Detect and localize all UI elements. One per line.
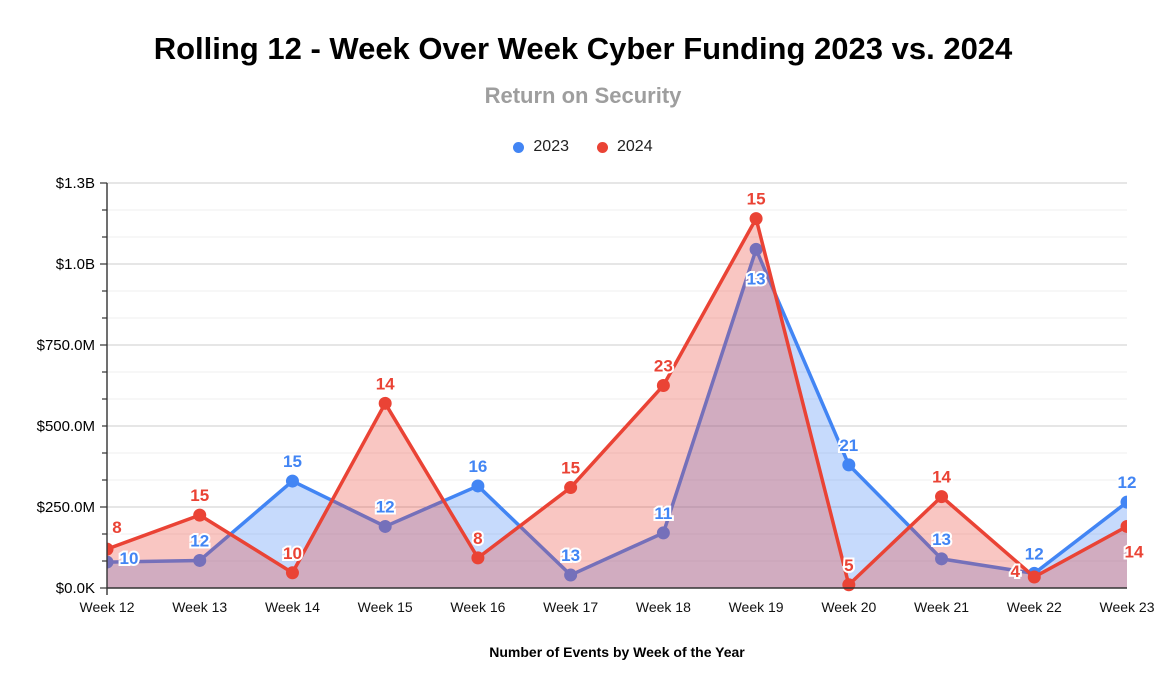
x-tick-label-week-21: Week 21 — [914, 599, 969, 615]
point-label-2024-week-21: 14 — [932, 468, 951, 487]
point-label-2024-week-20: 5 — [844, 556, 853, 575]
point-label-2023-week-17: 13 — [561, 546, 580, 565]
y-tick-label: $1.0B — [56, 256, 95, 273]
y-tick-label: $750.0M — [37, 337, 95, 354]
data-point-2024-week-13[interactable] — [193, 508, 207, 522]
x-axis-title: Number of Events by Week of the Year — [489, 644, 745, 660]
x-tick-label-week-13: Week 13 — [172, 599, 227, 615]
data-point-2024-week-18[interactable] — [656, 379, 670, 392]
legend-label-2023: 2023 — [533, 138, 569, 155]
x-tick-label-week-19: Week 19 — [729, 599, 784, 615]
data-point-2023-week-21[interactable] — [935, 552, 949, 566]
data-point-2024-week-14[interactable] — [285, 566, 299, 580]
point-label-2023-week-21: 13 — [932, 530, 951, 549]
data-point-2023-week-23[interactable] — [1120, 495, 1134, 509]
y-tick-label: $250.0M — [37, 499, 95, 516]
chart-title: Rolling 12 - Week Over Week Cyber Fundin… — [153, 31, 1013, 66]
x-tick-label-week-15: Week 15 — [358, 599, 413, 615]
x-tick-label-week-14: Week 14 — [265, 599, 320, 615]
point-label-2024-week-13: 15 — [190, 486, 209, 505]
y-tick-label: $500.0M — [37, 418, 95, 435]
legend-item-2023[interactable]: 2023 — [513, 138, 569, 156]
data-point-2023-week-16[interactable] — [471, 479, 485, 493]
x-tick-label-week-16: Week 16 — [450, 599, 505, 615]
data-point-2023-week-12[interactable] — [101, 555, 114, 569]
point-label-2024-week-19: 15 — [747, 190, 766, 209]
data-point-2023-week-13[interactable] — [193, 553, 207, 567]
legend-dot-2024-icon — [597, 141, 608, 153]
x-tick-label-week-20: Week 20 — [821, 599, 876, 615]
data-point-2023-week-14[interactable] — [285, 474, 299, 488]
point-label-2024-week-15: 14 — [376, 374, 395, 393]
x-tick-label-week-12: Week 12 — [80, 599, 135, 615]
point-label-2023-week-18: 11 — [654, 504, 672, 523]
data-point-2024-week-19[interactable] — [749, 212, 763, 226]
legend: 2023 2024 — [0, 136, 1166, 158]
legend-dot-2023-icon — [513, 141, 525, 153]
chart-subtitle: Return on Security — [484, 83, 682, 108]
legend-item-2024[interactable]: 2024 — [597, 138, 653, 156]
point-label-2023-week-14: 15 — [283, 452, 302, 471]
point-label-2024-week-22: 4 — [1011, 562, 1021, 581]
data-point-2024-week-12[interactable] — [101, 542, 114, 556]
legend-label-2024: 2024 — [617, 138, 653, 155]
point-label-2024-week-14: 10 — [283, 544, 302, 563]
data-point-2024-week-22[interactable] — [1027, 570, 1041, 584]
point-label-2023-week-16: 16 — [468, 457, 487, 476]
point-label-2023-week-19: 13 — [747, 269, 766, 288]
data-point-2024-week-15[interactable] — [378, 396, 392, 410]
data-point-2023-week-20[interactable] — [842, 458, 856, 472]
point-label-2024-week-18: 23 — [654, 357, 673, 376]
y-tick-label: $0.0K — [56, 580, 95, 597]
y-tick-label: $1.3B — [56, 175, 95, 192]
area-2024 — [107, 218, 1127, 588]
line-2023 — [107, 247, 1127, 577]
point-label-2023-week-20: 21 — [839, 436, 858, 455]
line-2024 — [107, 216, 1127, 587]
point-label-2024-week-12: 8 — [112, 518, 121, 537]
x-tick-label-week-17: Week 17 — [543, 599, 598, 615]
point-label-2024-week-23: 14 — [1125, 542, 1144, 561]
point-label-2023-week-22: 12 — [1025, 544, 1044, 563]
data-point-2024-week-17[interactable] — [564, 481, 578, 495]
data-point-2024-week-21[interactable] — [935, 490, 949, 504]
x-tick-label-week-22: Week 22 — [1007, 599, 1062, 615]
data-point-2024-week-23[interactable] — [1120, 519, 1134, 533]
data-point-2023-week-15[interactable] — [378, 519, 392, 533]
point-label-2023-week-12: 10 — [120, 549, 139, 568]
area-2023 — [107, 249, 1127, 589]
point-label-2024-week-16: 8 — [473, 529, 482, 548]
x-tick-label-week-18: Week 18 — [636, 599, 691, 615]
data-point-2024-week-16[interactable] — [471, 551, 485, 565]
point-label-2023-week-23: 12 — [1118, 473, 1137, 492]
point-label-2023-week-13: 12 — [190, 531, 209, 550]
point-label-2023-week-15: 12 — [376, 497, 395, 516]
point-label-2024-week-17: 15 — [561, 459, 580, 478]
data-point-2023-week-17[interactable] — [564, 568, 578, 582]
data-point-2023-week-18[interactable] — [656, 526, 670, 540]
data-point-2024-week-20[interactable] — [842, 578, 856, 592]
data-point-2023-week-19[interactable] — [749, 242, 763, 256]
x-tick-label-week-23: Week 23 — [1100, 599, 1155, 615]
